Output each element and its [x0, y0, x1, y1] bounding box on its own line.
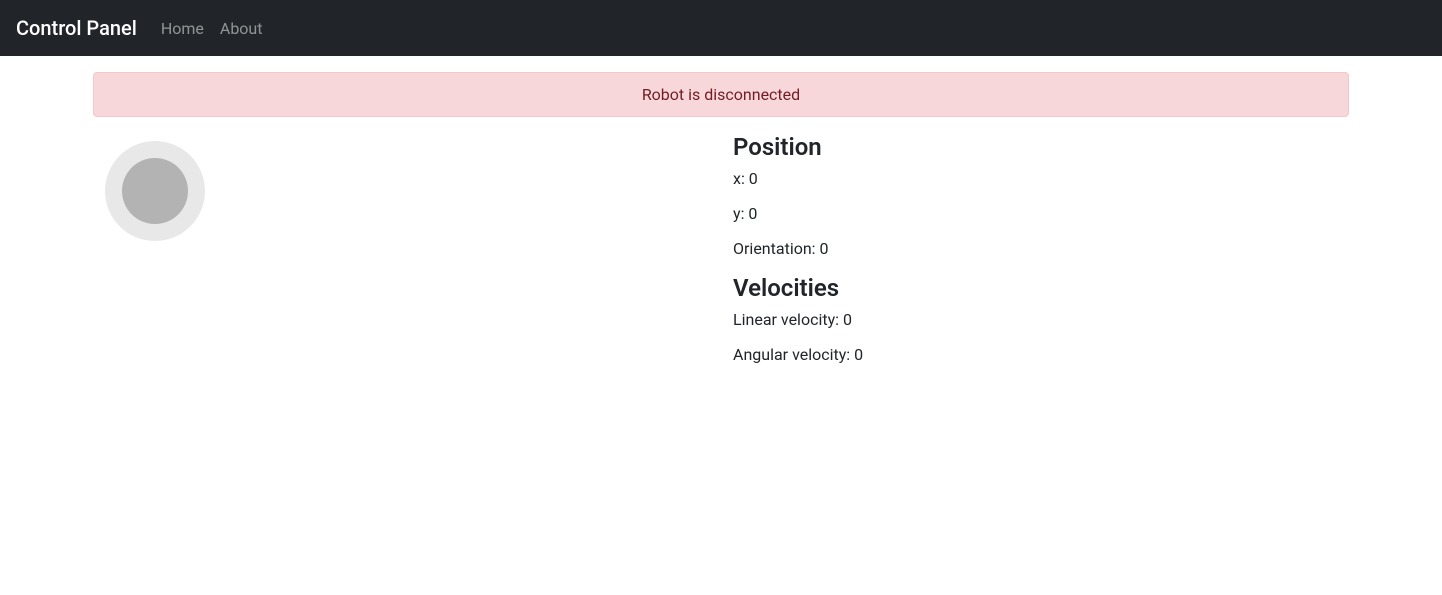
- joystick-column: [93, 133, 721, 380]
- joystick-base[interactable]: [105, 141, 205, 241]
- velocities-section: Velocities Linear velocity: 0 Angular ve…: [733, 274, 1337, 364]
- position-y: y: 0: [733, 204, 1337, 223]
- linear-velocity-value: 0: [843, 310, 852, 329]
- status-column: Position x: 0 y: 0 Orientation: 0 Veloci…: [721, 133, 1349, 380]
- position-x-value: 0: [749, 169, 758, 188]
- nav-link-home[interactable]: Home: [153, 11, 212, 46]
- linear-velocity-label: Linear velocity:: [733, 310, 843, 329]
- joystick-stick[interactable]: [122, 158, 188, 224]
- main-container: Robot is disconnected Position x: 0 y: 0…: [81, 72, 1361, 380]
- angular-velocity-value: 0: [854, 345, 863, 364]
- angular-velocity-label: Angular velocity:: [733, 345, 854, 364]
- linear-velocity: Linear velocity: 0: [733, 310, 1337, 329]
- position-section: Position x: 0 y: 0 Orientation: 0: [733, 133, 1337, 258]
- position-y-value: 0: [748, 204, 757, 223]
- angular-velocity: Angular velocity: 0: [733, 345, 1337, 364]
- navbar-brand[interactable]: Control Panel: [16, 16, 137, 40]
- position-x: x: 0: [733, 169, 1337, 188]
- position-y-label: y:: [733, 204, 748, 223]
- position-heading: Position: [733, 133, 1337, 161]
- position-orientation-label: Orientation:: [733, 239, 820, 258]
- velocities-heading: Velocities: [733, 274, 1337, 302]
- content-row: Position x: 0 y: 0 Orientation: 0 Veloci…: [93, 133, 1349, 380]
- navbar: Control Panel Home About: [0, 0, 1442, 56]
- position-orientation-value: 0: [820, 239, 829, 258]
- connection-alert: Robot is disconnected: [93, 72, 1349, 117]
- nav-link-about[interactable]: About: [212, 11, 271, 46]
- position-x-label: x:: [733, 169, 749, 188]
- position-orientation: Orientation: 0: [733, 239, 1337, 258]
